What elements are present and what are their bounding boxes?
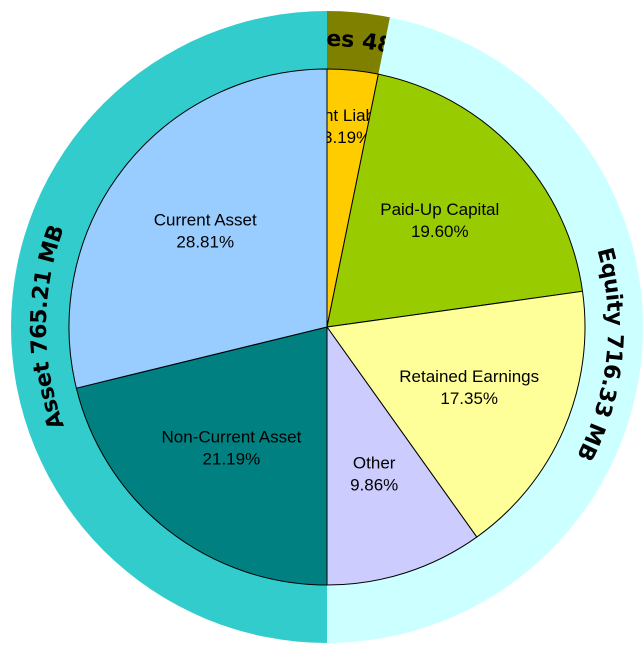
pie-slice [326,73,584,328]
slice-value-label: 28.81% [176,232,234,251]
pie-slice [68,68,328,389]
slice-label: Non-Current Asset [161,428,301,447]
slice-value-label: 21.19% [203,450,261,469]
slice-label: Paid-Up Capital [380,200,499,219]
slice-label: Other [353,453,396,472]
slice-label: Retained Earnings [399,367,539,386]
pie-slice [75,326,328,586]
slice-label: Current Asset [154,210,257,229]
slice-value-label: 9.86% [350,475,398,494]
slice-value-label: 19.60% [411,222,469,241]
pie-slice [326,325,478,586]
pie-slice [326,290,586,538]
slice-value-label: 17.35% [440,389,498,408]
slice-value-label: 3.19% [323,128,371,147]
